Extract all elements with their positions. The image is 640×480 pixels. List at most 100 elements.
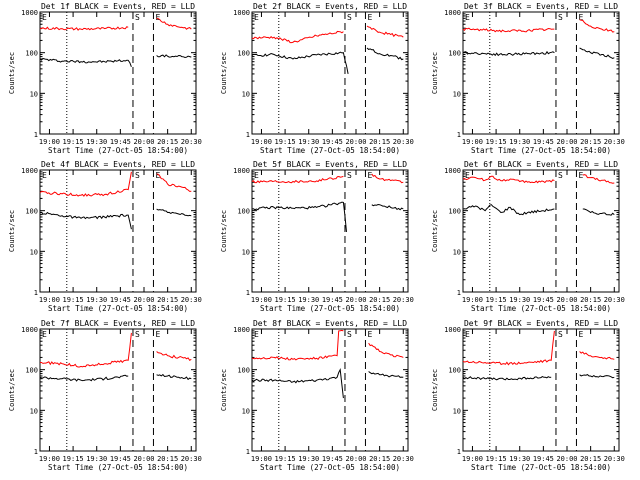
x-tick-label: 19:15 xyxy=(275,455,296,463)
x-tick-label: 20:15 xyxy=(157,455,178,463)
x-tick-label: 20:30 xyxy=(181,455,202,463)
y-tick-label: 100 xyxy=(448,367,461,375)
marker-label: S xyxy=(347,330,352,339)
x-tick-label: 20:15 xyxy=(369,296,390,304)
x-axis-label: Start Time (27-Oct-05 18:54:00) xyxy=(48,463,188,472)
x-tick-label: 19:30 xyxy=(298,296,319,304)
x-tick-label: 19:45 xyxy=(110,455,131,463)
x-tick-label: 19:45 xyxy=(110,296,131,304)
x-tick-label: 19:45 xyxy=(533,138,554,146)
x-tick-label: 20:00 xyxy=(133,138,154,146)
marker-label: E xyxy=(465,13,470,22)
series-line-lld xyxy=(251,173,404,184)
x-tick-label: 19:45 xyxy=(322,455,343,463)
y-axis-label: Counts/sec xyxy=(8,369,16,411)
marker-label: S xyxy=(347,13,352,22)
x-tick-label: 20:30 xyxy=(393,138,414,146)
x-tick-label: 19:45 xyxy=(533,296,554,304)
y-tick-label: 10 xyxy=(453,248,461,256)
marker-label: S xyxy=(558,171,563,180)
y-tick-label: 10 xyxy=(242,248,250,256)
marker-label: E xyxy=(254,171,259,180)
chart-panel: Det 7f BLACK = Events, RED = LLD 1 10 100 10… xyxy=(8,319,202,472)
y-tick-label: 1000 xyxy=(444,326,461,334)
x-tick-label: 20:30 xyxy=(181,296,202,304)
y-tick-label: 100 xyxy=(237,208,250,216)
y-tick-label: 1000 xyxy=(444,167,461,175)
series-line-events xyxy=(462,374,615,381)
x-tick-label: 19:45 xyxy=(533,455,554,463)
y-tick-label: 1 xyxy=(457,289,461,297)
x-axis-label: Start Time (27-Oct-05 18:54:00) xyxy=(471,463,611,472)
y-tick-label: 100 xyxy=(25,208,38,216)
x-tick-label: 19:15 xyxy=(275,138,296,146)
x-tick-label: 20:15 xyxy=(580,296,601,304)
x-tick-label: 20:15 xyxy=(369,455,390,463)
x-tick-label: 20:00 xyxy=(345,455,366,463)
x-tick-label: 20:15 xyxy=(157,138,178,146)
plot-frame xyxy=(462,11,620,135)
x-tick-label: 20:00 xyxy=(556,296,577,304)
x-tick-label: 20:00 xyxy=(133,296,154,304)
series-line-events xyxy=(39,208,192,230)
x-axis-label: Start Time (27-Oct-05 18:54:00) xyxy=(260,304,400,313)
y-tick-label: 1000 xyxy=(21,9,38,17)
x-axis-label: Start Time (27-Oct-05 18:54:00) xyxy=(48,304,188,313)
chart-title: Det 8f BLACK = Events, RED = LLD xyxy=(253,319,407,328)
series-line-lld xyxy=(462,174,615,184)
chart-panel: Det 5f BLACK = Events, RED = LLD 1 10 100 10… xyxy=(220,160,414,313)
chart-title: Det 4f BLACK = Events, RED = LLD xyxy=(41,160,195,169)
x-tick-label: 20:30 xyxy=(393,296,414,304)
marker-label: E xyxy=(578,13,583,22)
marker-label: E xyxy=(42,13,47,22)
marker-label: E xyxy=(578,330,583,339)
marker-label: E xyxy=(155,13,160,22)
x-tick-label: 20:15 xyxy=(580,138,601,146)
series-line-events xyxy=(462,47,615,59)
y-tick-label: 1 xyxy=(246,131,250,139)
y-tick-label: 100 xyxy=(25,50,38,58)
x-tick-label: 19:30 xyxy=(86,138,107,146)
y-tick-label: 10 xyxy=(453,407,461,415)
chart-panel: Det 6f BLACK = Events, RED = LLD 1 10 100 10… xyxy=(431,160,625,313)
marker-label: E xyxy=(254,13,259,22)
x-tick-label: 19:30 xyxy=(509,138,530,146)
series-line-lld xyxy=(462,19,615,33)
chart-title: Det 2f BLACK = Events, RED = LLD xyxy=(253,2,407,11)
series-line-events xyxy=(462,204,615,216)
x-tick-label: 19:00 xyxy=(39,296,60,304)
chart-panel: Det 3f BLACK = Events, RED = LLD 1 10 100 10… xyxy=(431,2,625,155)
marker-label: S xyxy=(558,330,563,339)
y-tick-label: 1 xyxy=(34,131,38,139)
x-tick-label: 19:15 xyxy=(275,296,296,304)
marker-label: S xyxy=(558,13,563,22)
x-tick-label: 20:15 xyxy=(580,455,601,463)
marker-label: S xyxy=(135,171,140,180)
plot-frame xyxy=(462,169,620,293)
y-tick-label: 1 xyxy=(457,131,461,139)
marker-label: E xyxy=(465,330,470,339)
x-tick-label: 19:00 xyxy=(251,296,272,304)
chart-panel: Det 9f BLACK = Events, RED = LLD 1 10 100 10… xyxy=(431,319,625,472)
series-line-lld xyxy=(251,25,404,44)
x-tick-label: 19:00 xyxy=(462,455,483,463)
x-tick-label: 19:30 xyxy=(298,138,319,146)
y-tick-label: 100 xyxy=(237,50,250,58)
series-line-lld xyxy=(39,171,192,197)
series-line-lld xyxy=(251,329,404,361)
marker-label: E xyxy=(155,171,160,180)
series-line-events xyxy=(251,47,404,74)
x-tick-label: 20:00 xyxy=(556,455,577,463)
series-line-events xyxy=(39,54,192,67)
chart-title: Det 9f BLACK = Events, RED = LLD xyxy=(464,319,618,328)
x-axis-label: Start Time (27-Oct-05 18:54:00) xyxy=(48,146,188,155)
plot-frame xyxy=(462,328,620,452)
y-axis-label: Counts/sec xyxy=(8,210,16,252)
x-axis-label: Start Time (27-Oct-05 18:54:00) xyxy=(471,304,611,313)
x-tick-label: 20:00 xyxy=(556,138,577,146)
x-tick-label: 20:00 xyxy=(345,138,366,146)
x-tick-label: 19:00 xyxy=(251,138,272,146)
y-tick-label: 1000 xyxy=(444,9,461,17)
y-tick-label: 1 xyxy=(34,448,38,456)
